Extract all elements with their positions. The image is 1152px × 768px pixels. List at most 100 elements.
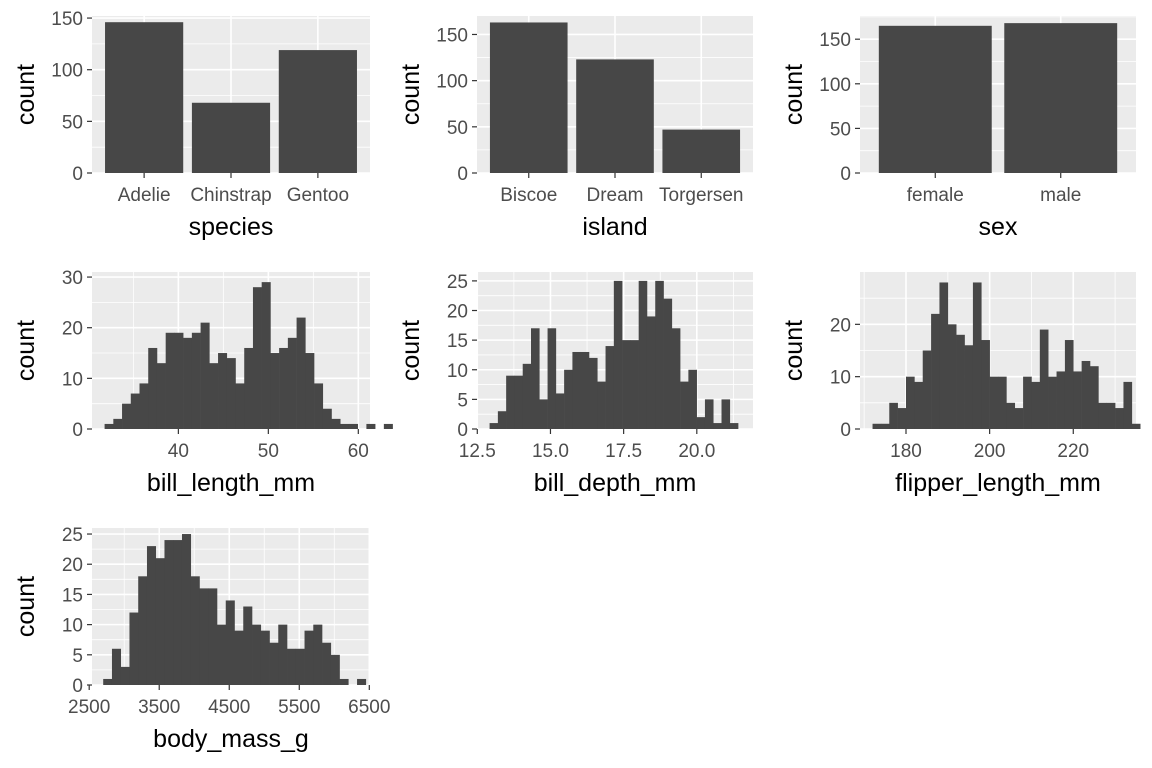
histogram-bar — [947, 324, 957, 429]
chart-panel-bill-length-mm: 40 50 60 0 10 20 30 bill_length_mm count — [12, 268, 393, 497]
x-tick-label: 220 — [1057, 441, 1089, 462]
bar-gentoo — [278, 50, 357, 173]
histogram-bar — [1115, 408, 1124, 429]
x-tick-label: female — [907, 185, 964, 206]
y-tick-label: 0 — [72, 164, 83, 185]
x-axis-title: bill_depth_mm — [534, 469, 697, 497]
histogram-bar — [340, 423, 350, 429]
y-tick-label: 50 — [447, 118, 468, 139]
chart-panel-body-mass-g: 2500 3500 4500 5500 6500 0 5 10 15 20 25 body_mass_… — [12, 525, 390, 753]
y-tick-label: 25 — [447, 272, 468, 293]
histogram-bar — [181, 534, 192, 685]
y-tick-label: 10 — [447, 361, 468, 382]
histogram-bar — [956, 334, 965, 429]
x-axis-title: bill_length_mm — [147, 469, 315, 497]
x-tick-label: 40 — [168, 441, 189, 462]
histogram-bar — [998, 376, 1007, 429]
x-tick-label: 2500 — [68, 697, 110, 718]
histogram-bar — [1081, 360, 1091, 429]
histogram-bar — [103, 678, 113, 685]
histogram-bar — [671, 328, 681, 429]
histogram-bar — [199, 588, 209, 685]
x-tick-label: 180 — [890, 441, 922, 462]
histogram-bar — [155, 558, 165, 685]
y-tick-label: 25 — [62, 525, 83, 546]
x-tick-label: 3500 — [138, 697, 180, 718]
y-tick-label: 100 — [51, 61, 83, 82]
histogram-bar — [729, 423, 739, 429]
chart-panel-flipper-length-mm: 180 200 220 0 10 20 flipper_length_mm count — [780, 272, 1141, 497]
y-tick-label: 15 — [447, 331, 468, 352]
histogram-bar — [622, 340, 631, 429]
chart-panel-species: Adelie Chinstrap Gentoo 0 50 100 150 species cou… — [12, 9, 370, 241]
histogram-bar — [165, 332, 175, 429]
histogram-bar — [922, 350, 932, 429]
y-axis-title: count — [780, 320, 808, 381]
chart-panel-island: Biscoe Dream Torgersen 0 50 100 150 island count — [397, 16, 753, 241]
bar-female — [878, 25, 992, 173]
histogram-bar — [713, 423, 722, 429]
y-tick-label: 20 — [830, 315, 851, 336]
y-tick-label: 150 — [436, 25, 468, 46]
y-tick-label: 20 — [62, 555, 83, 576]
histogram-bar — [514, 375, 524, 429]
y-axis-title: count — [12, 64, 40, 125]
y-tick-label: 10 — [62, 616, 83, 637]
histogram-bar — [572, 351, 581, 429]
histogram-bar — [287, 648, 297, 685]
chart-panel-sex: female male 0 50 100 150 sex count — [780, 16, 1136, 241]
y-axis-title: count — [12, 576, 40, 637]
x-tick-label: Dream — [586, 185, 643, 206]
histogram-bar — [972, 282, 982, 429]
histogram-bar — [260, 630, 270, 685]
histogram-bar — [597, 381, 606, 429]
y-tick-label: 0 — [840, 420, 851, 441]
histogram-bar — [209, 363, 219, 429]
histogram-bar — [208, 588, 218, 685]
x-tick-label: Gentoo — [287, 185, 349, 206]
histogram-bar — [243, 606, 253, 685]
histogram-bar — [1064, 340, 1074, 429]
y-tick-label: 150 — [819, 30, 851, 51]
histogram-bar — [235, 383, 245, 429]
histogram-bar — [506, 375, 515, 429]
histogram-bar — [497, 411, 507, 429]
histogram-bar — [914, 381, 924, 429]
histogram-bar — [139, 383, 149, 429]
histogram-bar — [1056, 371, 1066, 429]
x-tick-label: 5500 — [278, 697, 320, 718]
y-tick-label: 0 — [457, 420, 468, 441]
histogram-bar — [1048, 376, 1057, 429]
histogram-bar — [704, 399, 714, 429]
y-tick-label: 0 — [840, 164, 851, 185]
bar-biscoe — [489, 22, 568, 173]
histogram-bar — [721, 399, 731, 429]
histogram-bar — [1131, 423, 1141, 429]
histogram-bar — [287, 337, 297, 429]
x-tick-label: 60 — [348, 441, 369, 462]
histogram-bar — [270, 353, 280, 429]
histogram-bar — [1031, 381, 1041, 429]
histogram-bar — [200, 322, 210, 429]
histogram-bar — [190, 576, 200, 685]
histogram-bar — [489, 423, 499, 429]
y-tick-label: 0 — [72, 420, 83, 441]
histogram-bar — [173, 540, 183, 685]
histogram-bar — [305, 353, 315, 429]
y-tick-label: 5 — [72, 646, 83, 667]
y-axis-title: count — [12, 320, 40, 381]
histogram-bar — [120, 666, 130, 685]
histogram-bar — [539, 399, 548, 429]
histogram-bar — [564, 369, 573, 429]
histogram-bar — [331, 418, 341, 429]
y-tick-label: 100 — [436, 72, 468, 93]
histogram-bar — [1123, 381, 1133, 429]
histogram-bar — [580, 351, 590, 429]
histogram-bar — [383, 423, 393, 429]
histogram-bar — [261, 282, 271, 429]
histogram-bar — [1023, 376, 1032, 429]
histogram-bar — [322, 642, 332, 685]
y-tick-label: 30 — [62, 268, 83, 289]
histogram-bar — [252, 287, 262, 429]
